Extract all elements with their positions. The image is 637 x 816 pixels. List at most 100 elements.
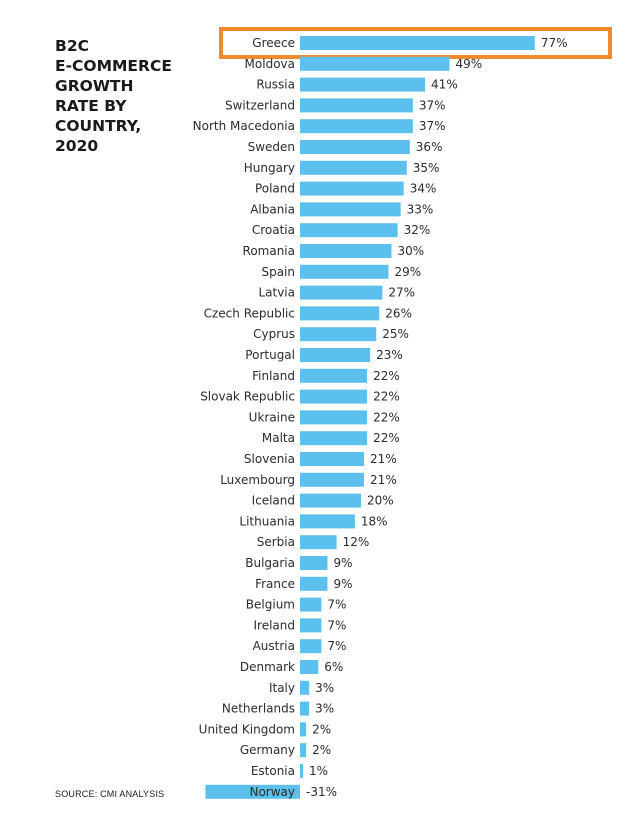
bar: [300, 56, 450, 71]
bar: [300, 660, 319, 674]
value-label: 22%: [373, 410, 400, 424]
value-label: 36%: [416, 140, 443, 154]
value-label: 12%: [343, 535, 370, 549]
category-label: Serbia: [257, 535, 295, 549]
value-label: 27%: [388, 286, 415, 300]
category-label: Austria: [253, 639, 295, 653]
category-label: Switzerland: [225, 98, 295, 112]
category-label: Luxembourg: [220, 473, 295, 487]
bar: [300, 181, 404, 196]
value-label: 21%: [370, 452, 397, 466]
value-label: 26%: [385, 306, 412, 320]
bar: [300, 493, 361, 508]
value-label: 21%: [370, 473, 397, 487]
bar: [300, 639, 322, 654]
category-label: Cyprus: [253, 327, 295, 341]
category-label: Netherlands: [222, 702, 295, 716]
category-label: Slovak Republic: [200, 390, 295, 404]
bar: [300, 36, 535, 50]
bar: [300, 202, 401, 217]
category-label: Belgium: [246, 598, 295, 612]
bar: [300, 327, 377, 342]
bar: [300, 701, 310, 716]
bar: [300, 389, 368, 404]
bar: [300, 306, 380, 321]
value-label: 41%: [431, 78, 458, 92]
value-label: 29%: [394, 265, 421, 279]
value-label: 9%: [333, 577, 352, 591]
value-label: 49%: [455, 57, 482, 71]
category-label: France: [255, 577, 295, 591]
category-label: Ukraine: [249, 410, 295, 424]
value-label: 77%: [541, 36, 568, 50]
value-label: 22%: [373, 431, 400, 445]
title-line: COUNTRY,: [55, 117, 142, 135]
category-label: Greece: [252, 36, 295, 50]
title-line: RATE BY: [55, 97, 127, 115]
title-line: GROWTH: [55, 77, 134, 95]
category-label: Bulgaria: [245, 556, 295, 570]
bar: [300, 472, 365, 487]
category-label: Malta: [262, 431, 295, 445]
bar: [300, 743, 307, 758]
bar: [300, 514, 355, 529]
value-label: 33%: [407, 202, 434, 216]
category-label: Denmark: [240, 660, 295, 674]
value-label: 6%: [324, 660, 343, 674]
title-line: E-COMMERCE: [55, 57, 172, 75]
value-label: 30%: [398, 244, 425, 258]
bar: [300, 556, 328, 570]
value-label: 34%: [410, 182, 437, 196]
bar: [300, 597, 322, 612]
bar: [300, 223, 398, 238]
value-label: 32%: [404, 223, 431, 237]
category-label: Moldova: [245, 57, 295, 71]
value-label: 7%: [327, 618, 346, 632]
category-label: Romania: [243, 244, 295, 258]
category-label: Slovenia: [244, 452, 295, 466]
bar: [205, 784, 300, 799]
category-label: Hungary: [244, 161, 295, 175]
bar: [300, 285, 383, 300]
value-label: 7%: [327, 598, 346, 612]
bar: [300, 535, 337, 550]
bar: [300, 680, 310, 695]
value-label: 23%: [376, 348, 403, 362]
category-label: Sweden: [248, 140, 295, 154]
bar: [300, 452, 365, 466]
category-label: Iceland: [252, 494, 295, 508]
category-label: Poland: [255, 182, 295, 196]
category-label: Ireland: [253, 618, 295, 632]
bar: [300, 140, 410, 154]
category-label: Latvia: [258, 286, 295, 300]
category-label: United Kingdom: [199, 722, 295, 736]
value-label: 37%: [419, 119, 446, 133]
category-label: Germany: [240, 743, 295, 757]
value-label: 2%: [312, 743, 331, 757]
bar: [300, 764, 304, 778]
value-label: -31%: [306, 785, 337, 799]
category-label: Russia: [256, 78, 295, 92]
bar: [300, 368, 368, 383]
category-label: Spain: [261, 265, 295, 279]
value-label: 35%: [413, 161, 440, 175]
bar: [300, 618, 322, 633]
bar: [300, 119, 413, 134]
bar: [300, 722, 307, 737]
value-label: 22%: [373, 390, 400, 404]
value-label: 25%: [382, 327, 409, 341]
bar: [300, 576, 328, 591]
value-label: 3%: [315, 702, 334, 716]
bar: [300, 244, 392, 258]
category-label: Norway: [249, 785, 295, 799]
bar: [300, 431, 368, 446]
title-line: 2020: [55, 137, 99, 155]
bar: [300, 410, 368, 425]
category-label: Italy: [269, 681, 295, 695]
chart-title: B2C E-COMMERCE GROWTH RATE BY COUNTRY, 2…: [55, 36, 195, 156]
category-label: Finland: [252, 369, 295, 383]
bar: [300, 160, 407, 175]
category-label: Croatia: [252, 223, 295, 237]
source-note: SOURCE: CMI ANALYSIS: [55, 789, 165, 799]
